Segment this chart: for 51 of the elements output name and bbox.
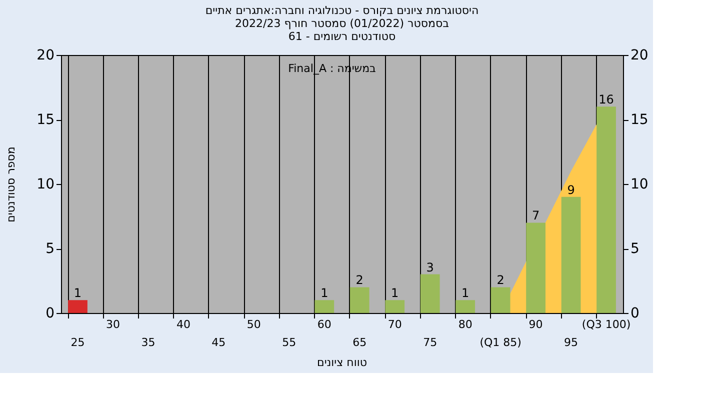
- data-label: 7: [532, 208, 540, 223]
- x-tick-label: 50: [246, 318, 261, 331]
- bar: [456, 300, 476, 313]
- data-label: 1: [320, 286, 328, 300]
- x-tick-label: 30: [106, 318, 120, 331]
- text: סטודנטים רשומים - 61: [288, 30, 396, 43]
- y2-tick-label: 15: [630, 112, 648, 128]
- y-tick-label: 15: [36, 112, 54, 128]
- y-tick-label: 10: [36, 176, 54, 192]
- bar: [350, 287, 370, 313]
- x-tick-label: 95: [564, 336, 578, 349]
- data-label: 1: [462, 286, 470, 300]
- x-tick-label: 80: [458, 318, 472, 331]
- x-tick-label: (Q3 100): [582, 318, 631, 331]
- bar: [526, 222, 546, 313]
- bar: [596, 106, 616, 313]
- x-tick-label: (Q1 85): [480, 336, 522, 349]
- x-tick-label: 75: [423, 336, 438, 349]
- y-tick-label: 0: [46, 306, 54, 322]
- x-tick-label: 45: [212, 336, 226, 349]
- data-label: 3: [426, 260, 434, 274]
- y2-tick-label: 20: [630, 48, 648, 64]
- x-tick-label: 25: [70, 336, 85, 349]
- bar: [561, 196, 581, 313]
- bar: [314, 300, 334, 313]
- x-tick-label: 65: [352, 336, 367, 349]
- x-tick-label: 90: [528, 318, 543, 331]
- y2-tick-label: 10: [630, 176, 648, 192]
- x-tick-label: 55: [282, 336, 296, 349]
- y-axis-title: מספר סטודנטים: [4, 146, 18, 222]
- text: בסמסטר (01/2022) סמסטר חורף 2022/23: [235, 17, 449, 30]
- x-tick-label: 35: [141, 336, 156, 349]
- bar: [68, 300, 88, 313]
- data-label: 2: [496, 273, 504, 288]
- data-label: 9: [567, 182, 575, 197]
- data-label: 1: [74, 286, 82, 300]
- data-label: 2: [356, 273, 364, 288]
- x-tick-label: 60: [317, 318, 332, 331]
- text: היסטוגרמת ציונים בקורס - טכנולוגיה וחברה:אתגרים אתיים: [205, 4, 479, 17]
- bar: [490, 287, 510, 313]
- y-tick-label: 20: [36, 48, 54, 64]
- y-tick-label: 5: [46, 241, 54, 257]
- x-axis-title: טווח ציונים: [317, 356, 367, 369]
- data-label: 16: [598, 92, 614, 107]
- x-tick-label: 70: [388, 318, 402, 331]
- data-label: 1: [391, 286, 399, 300]
- bar: [385, 300, 405, 313]
- y2-tick-label: 0: [630, 306, 640, 322]
- bar: [420, 274, 440, 313]
- y2-tick-label: 5: [630, 241, 640, 257]
- x-tick-label: 40: [176, 318, 190, 331]
